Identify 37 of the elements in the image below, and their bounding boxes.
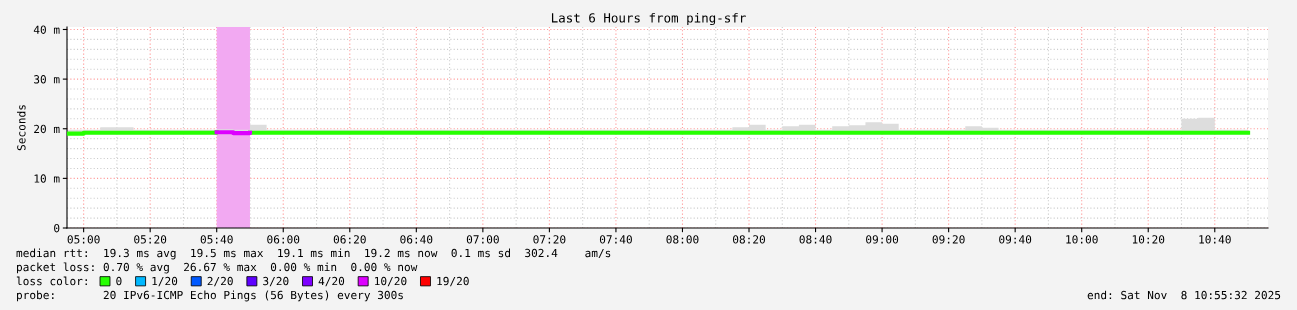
x-tick-label: 08:20 xyxy=(733,235,766,244)
y-tick-label: 20 m xyxy=(34,124,60,134)
y-tick-label: 40 m xyxy=(33,25,60,34)
legend-label: 1/20 xyxy=(152,276,178,287)
x-tick-label: 07:40 xyxy=(599,235,632,244)
legend-label: 10/20 xyxy=(375,276,407,287)
text: median rtt: 19.3 ms avg 19.5 ms max 19.1 ms min 19.2 ms now 0.1 ms sd 302.4 am/s xyxy=(16,248,611,260)
chart-title: Last 6 Hours from ping-sfr xyxy=(551,12,746,26)
x-tick-label: 05:40 xyxy=(200,235,233,244)
x-tick-label: 06:20 xyxy=(333,235,366,244)
y-tick-label: 0 xyxy=(54,224,60,233)
x-tick-label: 05:20 xyxy=(134,235,167,244)
legend-title: loss color: xyxy=(16,276,87,286)
legend-label: 0 xyxy=(116,276,122,286)
x-tick-label: 09:00 xyxy=(866,235,899,244)
x-tick-label: 10:40 xyxy=(1199,235,1231,244)
y-tick-label: 10 m xyxy=(34,174,60,183)
text: end: Sat Nov 8 10:55:32 2025 xyxy=(1087,290,1281,300)
x-tick-label: 09:40 xyxy=(999,235,1032,244)
text: packet loss: 0.70 % avg 26.67 % max 0.00 % min 0.00 % now xyxy=(17,262,418,274)
x-tick-label: 10:20 xyxy=(1132,235,1165,244)
text: probe: 20 IPv6-ICMP Echo Pings (56 Bytes) every 300s xyxy=(17,290,403,302)
legend-label: 19/20 xyxy=(437,276,469,287)
x-tick-label: 07:20 xyxy=(533,235,566,244)
y-axis-title: Seconds xyxy=(16,105,26,151)
x-tick-label: 08:40 xyxy=(799,235,832,244)
legend-label: 4/20 xyxy=(318,276,345,287)
y-tick-label: 30 m xyxy=(34,75,60,84)
x-tick-label: 06:40 xyxy=(400,235,433,244)
x-tick-label: 09:20 xyxy=(932,235,965,244)
legend-label: 3/20 xyxy=(263,276,289,287)
x-tick-label: 10:00 xyxy=(1066,235,1098,244)
x-tick-label: 08:00 xyxy=(666,235,699,244)
x-tick-label: 07:00 xyxy=(466,235,499,244)
x-tick-label: 05:00 xyxy=(67,235,100,244)
x-tick-label: 06:00 xyxy=(267,235,300,244)
legend-label: 2/20 xyxy=(207,276,233,287)
